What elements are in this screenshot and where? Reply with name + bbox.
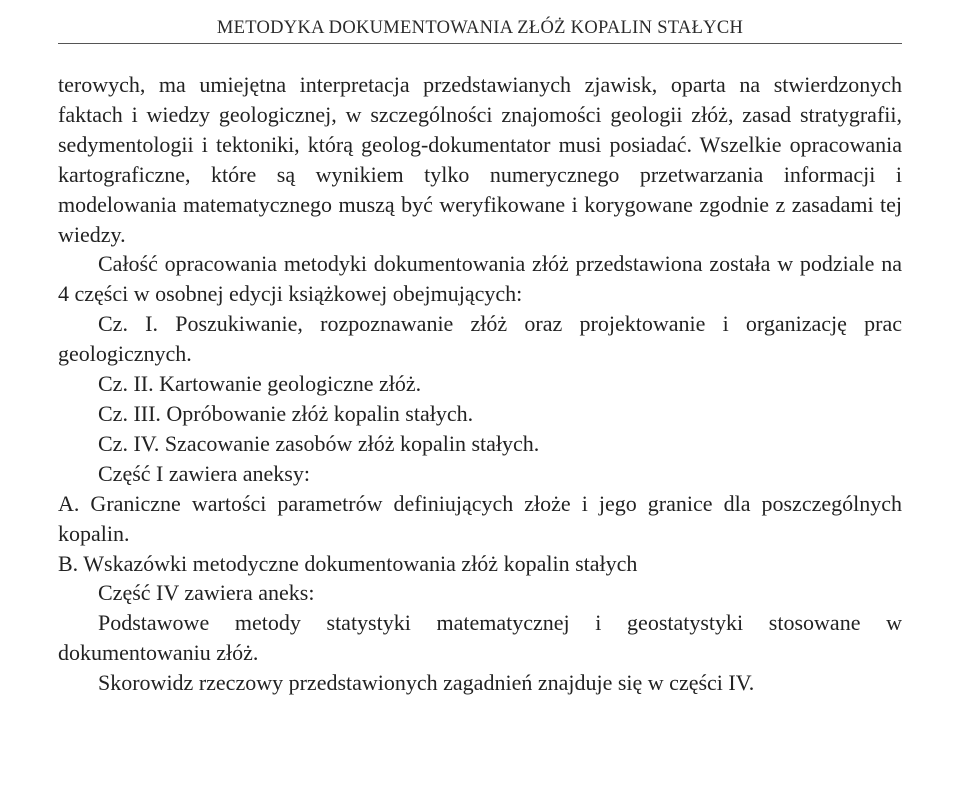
paragraph-index-note: Skorowidz rzeczowy przedstawionych zagad… [58,668,902,698]
running-head: METODYKA DOKUMENTOWANIA ZŁÓŻ KOPALIN STA… [58,18,902,39]
list-item-annex-b: B. Wskazówki metodyczne dokumentowania z… [58,549,902,579]
list-item-cz-ii: Cz. II. Kartowanie geologiczne złóż. [58,369,902,399]
list-item-cz-iii: Cz. III. Opróbowanie złóż kopalin stałyc… [58,399,902,429]
paragraph-1: terowych, ma umiejętna interpretacja prz… [58,70,902,249]
body-text-block: terowych, ma umiejętna interpretacja prz… [58,70,902,698]
list-item-annex-a: A. Graniczne wartości parametrów definiu… [58,489,902,549]
paragraph-annex-i-intro: Część I zawiera aneksy: [58,459,902,489]
header-rule [58,43,902,44]
paragraph-annex-iv-intro: Część IV zawiera aneks: [58,578,902,608]
list-item-cz-i: Cz. I. Poszukiwanie, rozpoznawanie złóż … [58,309,902,369]
paragraph-2: Całość opracowania metodyki dokumentowan… [58,249,902,309]
document-page: METODYKA DOKUMENTOWANIA ZŁÓŻ KOPALIN STA… [0,0,960,728]
list-item-cz-iv: Cz. IV. Szacowanie zasobów złóż kopalin … [58,429,902,459]
paragraph-annex-iv-desc: Podstawowe metody statystyki matematyczn… [58,608,902,668]
